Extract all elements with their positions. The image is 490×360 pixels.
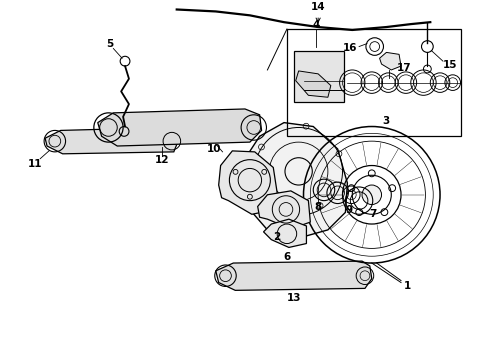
Polygon shape [295, 71, 331, 97]
Text: 8: 8 [315, 202, 322, 212]
Text: 2: 2 [273, 232, 281, 242]
Polygon shape [258, 191, 310, 229]
Text: 16: 16 [343, 44, 358, 54]
Text: 17: 17 [396, 63, 411, 73]
Polygon shape [45, 127, 178, 154]
Text: 1: 1 [404, 282, 412, 292]
Text: 7: 7 [369, 209, 376, 219]
Text: 15: 15 [442, 60, 457, 70]
Text: 4: 4 [313, 20, 320, 30]
Text: 13: 13 [287, 293, 301, 303]
Text: 14: 14 [311, 3, 325, 22]
Polygon shape [264, 219, 306, 247]
Polygon shape [219, 151, 277, 214]
Bar [287, 29, 461, 136]
Text: 10: 10 [207, 144, 221, 154]
Text: 11: 11 [28, 158, 43, 168]
Polygon shape [380, 53, 401, 70]
Text: 6: 6 [283, 252, 291, 262]
Text: 5: 5 [106, 39, 113, 49]
Bar [294, 51, 344, 102]
Polygon shape [98, 109, 262, 146]
Circle shape [362, 185, 382, 204]
Text: 3: 3 [383, 116, 390, 126]
Polygon shape [244, 123, 347, 237]
Polygon shape [216, 261, 372, 291]
Text: 9: 9 [346, 206, 353, 215]
Text: 12: 12 [155, 155, 170, 165]
